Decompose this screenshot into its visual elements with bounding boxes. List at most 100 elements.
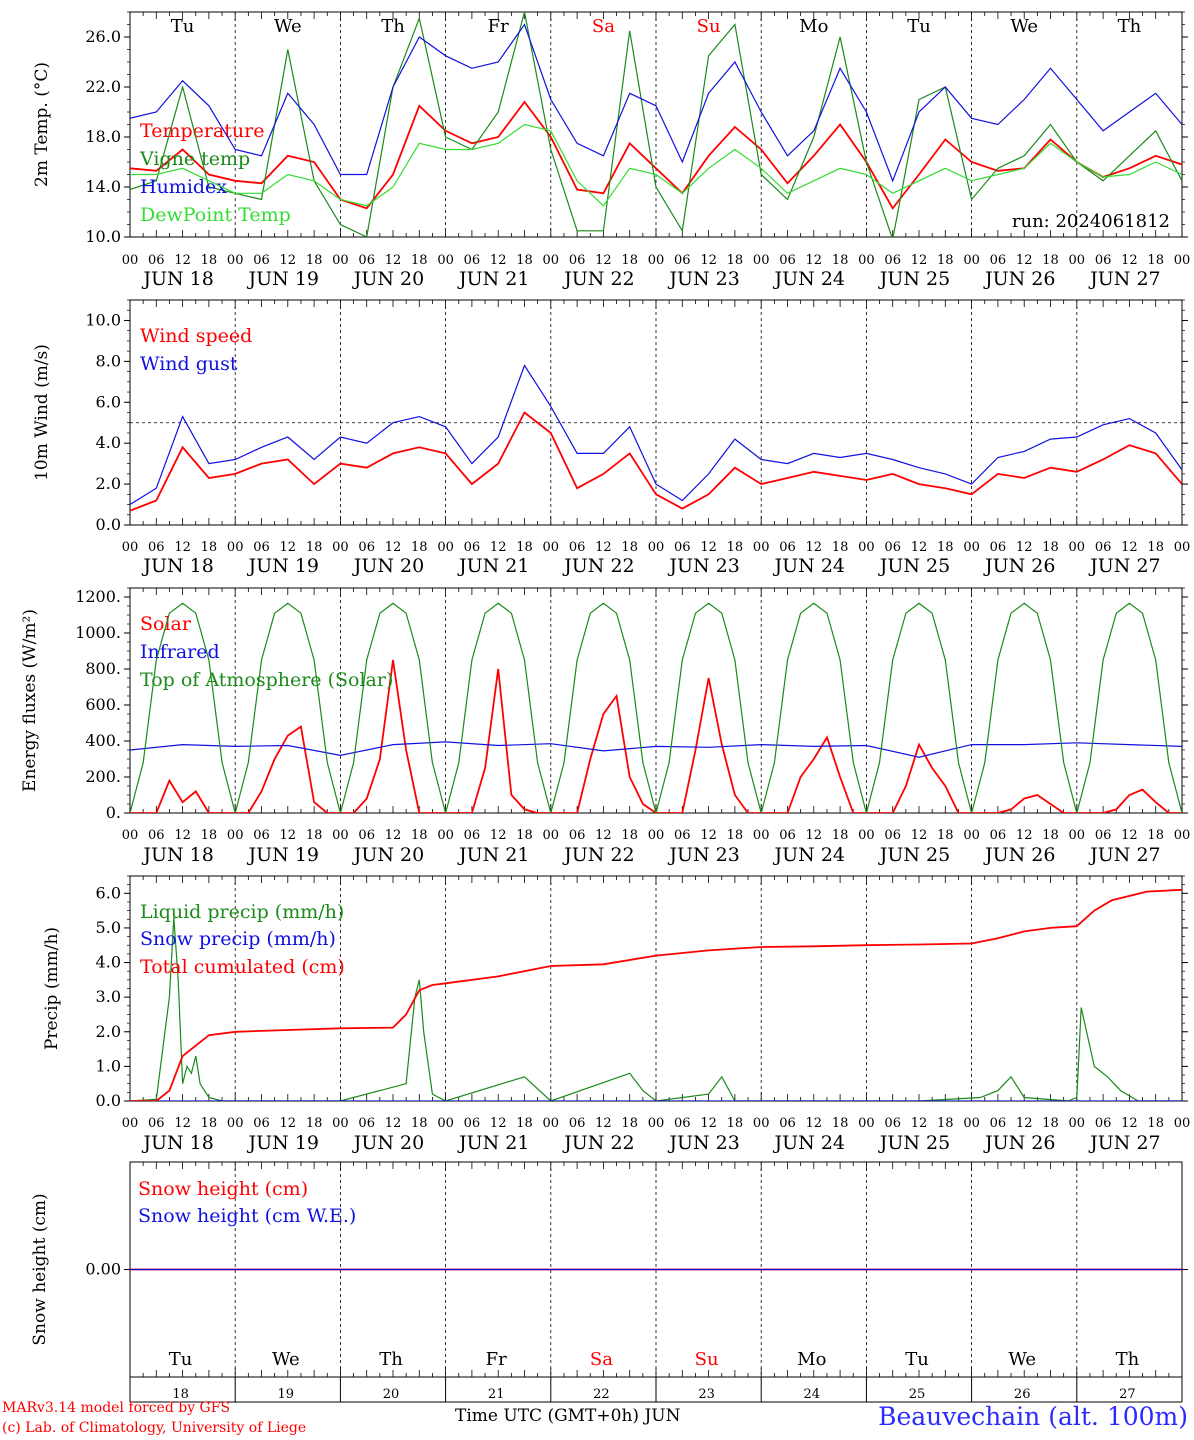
x-hour-label: 12 [1121,828,1138,843]
series-line-total-cumulated-cm- [130,888,1182,1101]
x-hour-label: 18 [411,828,428,843]
x-hour-label: 00 [648,1116,665,1131]
x-hour-label: 18 [937,1116,954,1131]
series-line-dewpoint-temp [130,123,1182,207]
x-hour-label: 06 [990,253,1007,268]
x-hour-label: 00 [963,828,980,843]
x-date-label: JUN 18 [141,1132,213,1154]
x-hour-label: 06 [358,828,375,843]
x-hour-label: 06 [884,540,901,555]
y-tick-label: 2.0 [96,1022,121,1041]
x-date-label: JUN 19 [247,844,319,866]
x-hour-label: 06 [990,1116,1007,1131]
panel-5: 0.00 Snow height (cm) Snow height (cm) Snow… [30,1161,1188,1403]
x-hour-label: 18 [937,828,954,843]
x-date-label: JUN 24 [773,268,845,290]
x-date-label: JUN 20 [352,268,424,290]
x-hour-label: 12 [595,1116,612,1131]
date-number: 22 [593,1387,610,1402]
day-name-top: Mo [799,16,828,37]
x-hour-label: 00 [122,1116,139,1131]
y-tick-label: 200. [85,767,121,786]
x-hour-label: 00 [1174,540,1191,555]
y-tick-label: 4.0 [96,953,121,972]
x-hour-label: 18 [727,253,744,268]
series-line-top-of-atmosphere-solar- [130,602,1182,813]
day-name-top: Th [1118,16,1142,37]
x-hour-label: 00 [1174,828,1191,843]
x-hour-label: 12 [911,828,928,843]
x-hour-label: 12 [385,540,402,555]
x-date-label: JUN 21 [457,844,529,866]
day-name-bottom: Mo [797,1349,826,1370]
x-date-label: JUN 20 [352,555,424,577]
plot-frame [129,299,1183,526]
legend-entry: DewPoint Temp [140,204,291,226]
x-hour-label: 00 [437,828,454,843]
y-tick-label: 6.0 [96,392,121,411]
x-date-label: JUN 18 [141,268,213,290]
day-name-top: Fr [488,16,509,37]
x-hour-label: 18 [621,253,638,268]
x-hour-label: 06 [253,828,270,843]
x-hour-label: 12 [1016,828,1033,843]
day-name-bottom: Su [695,1349,719,1370]
x-hour-label: 12 [174,1116,191,1131]
legend-entry: Vigne temp [139,148,250,170]
y-axis-title: Snow height (cm) [30,1193,50,1345]
x-hour-label: 06 [674,540,691,555]
x-hour-label: 06 [674,828,691,843]
date-number: 19 [278,1387,295,1402]
x-date-label: JUN 24 [773,1132,845,1154]
panel-2: 0.0 2.0 4.0 6.0 8.0 10.0 10m Wind (m/s) Wind sp… [32,299,1191,577]
series-line-humidex [130,23,1182,183]
day-name-bottom: We [272,1349,300,1370]
x-hour-label: 00 [543,540,560,555]
x-hour-label: 18 [1042,253,1059,268]
y-tick-label: 1200. [75,587,121,606]
x-hour-label: 00 [227,540,244,555]
legend-entry: Snow height (cm) [138,1178,308,1200]
x-date-label: JUN 24 [773,555,845,577]
x-hour-label: 12 [595,540,612,555]
x-hour-label: 06 [674,1116,691,1131]
y-tick-label: 0. [106,803,121,822]
x-hour-label: 00 [753,540,770,555]
x-hour-label: 12 [1016,253,1033,268]
x-hour-label: 18 [727,828,744,843]
station-name: Beauvechain (alt. 100m) [878,1402,1188,1431]
model-credit: MARv3.14 model forced by GFS [2,1400,231,1416]
x-hour-label: 12 [280,540,297,555]
y-axis-title: 2m Temp. (°C) [32,62,52,187]
x-hour-label: 06 [148,1116,165,1131]
x-hour-label: 12 [1121,253,1138,268]
x-hour-label: 06 [464,828,481,843]
panel-3: 0. 200. 400. 600. 800. 1000. 1200. Energy fluxe… [20,587,1190,866]
x-hour-label: 00 [1069,828,1086,843]
x-date-label: JUN 27 [1088,268,1160,290]
x-hour-label: 12 [1016,540,1033,555]
x-date-label: JUN 25 [878,268,950,290]
series-line-wind-speed [130,411,1182,512]
lab-credit: (c) Lab. of Climatology, University of L… [2,1420,307,1436]
x-date-label: JUN 20 [352,1132,424,1154]
x-hour-label: 00 [1069,253,1086,268]
x-hour-label: 18 [306,828,323,843]
x-hour-label: 12 [174,540,191,555]
x-date-label: JUN 27 [1088,844,1160,866]
x-hour-label: 00 [648,540,665,555]
day-name-bottom: We [1008,1349,1036,1370]
y-tick-label: 600. [85,695,121,714]
x-date-label: JUN 25 [878,1132,950,1154]
x-hour-label: 18 [937,540,954,555]
y-tick-label: 3.0 [96,987,121,1006]
day-name-top: Tu [171,16,195,37]
x-hour-label: 18 [727,1116,744,1131]
x-hour-label: 12 [385,1116,402,1131]
x-hour-label: 00 [1069,540,1086,555]
x-date-label: JUN 27 [1088,555,1160,577]
x-date-label: JUN 19 [247,555,319,577]
x-date-label: JUN 21 [457,1132,529,1154]
x-hour-label: 00 [332,253,349,268]
x-hour-label: 18 [516,253,533,268]
